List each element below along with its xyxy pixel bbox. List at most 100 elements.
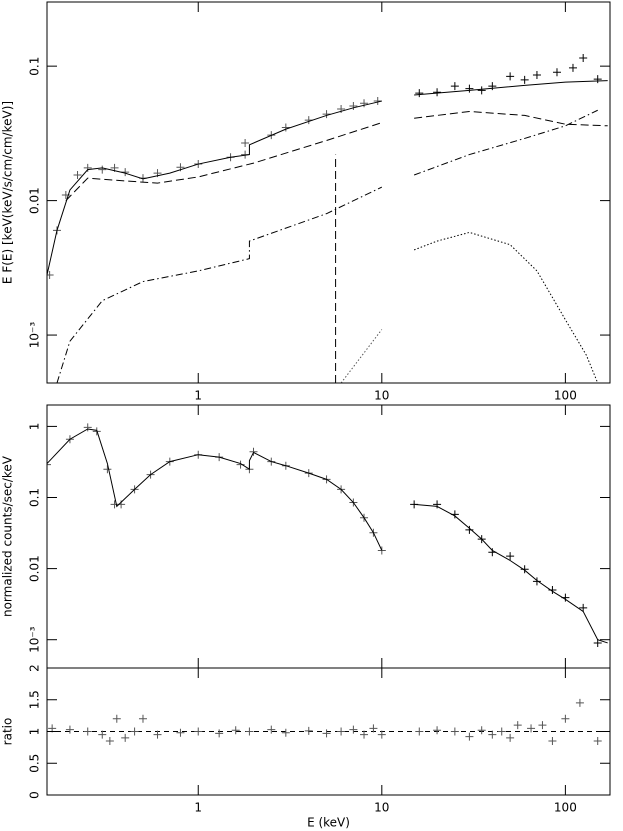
data-point <box>465 84 474 93</box>
y-tick-label: 0.01 <box>28 555 42 582</box>
data-point <box>48 724 57 733</box>
data-point <box>465 525 474 534</box>
data-point <box>506 72 515 81</box>
model-line <box>65 110 608 201</box>
data-point <box>477 86 486 95</box>
data-point <box>506 733 515 742</box>
y-axis-label: E F(E) [keV(keV/s/cm/cm/keV)] <box>1 101 15 284</box>
y-axis-label: normalized counts/sec/keV <box>1 455 15 617</box>
data-point <box>520 75 529 84</box>
data-point <box>593 638 602 647</box>
data-point <box>65 725 74 734</box>
model-line <box>413 231 599 383</box>
data-point <box>568 63 577 72</box>
data-point <box>47 460 51 469</box>
data-point <box>488 730 497 739</box>
data-point <box>593 737 602 746</box>
y-tick-label: 10⁻³ <box>28 626 42 653</box>
data-point <box>322 729 331 738</box>
data-point <box>281 728 290 737</box>
plot-area <box>47 698 610 746</box>
data-point <box>231 726 240 735</box>
plot-area <box>47 423 608 647</box>
data-point <box>98 730 107 739</box>
data-point <box>538 721 547 730</box>
data-point <box>241 139 250 148</box>
data-point <box>349 102 358 111</box>
data-point <box>369 724 378 733</box>
data-point <box>360 99 369 108</box>
y-axis-label: ratio <box>1 718 15 746</box>
data-point <box>532 577 541 586</box>
y-tick-label: 10⁻³ <box>28 322 42 349</box>
x-tick-label: 1 <box>194 389 202 403</box>
data-point <box>450 82 459 91</box>
data-point <box>121 733 130 742</box>
data-point <box>548 737 557 746</box>
data-point <box>304 726 313 735</box>
model-line <box>56 109 598 383</box>
data-point <box>552 68 561 77</box>
y-tick-label: 2 <box>28 664 42 672</box>
data-point <box>103 465 112 474</box>
y-tick-label: 1 <box>28 728 42 736</box>
data-point <box>450 727 459 736</box>
data-point <box>593 75 602 84</box>
y-tick-label: 1.5 <box>28 690 42 709</box>
data-point <box>415 89 424 98</box>
data-point <box>281 123 290 132</box>
data-point <box>130 727 139 736</box>
y-tick-label: 0.5 <box>28 754 42 773</box>
data-point <box>138 714 147 723</box>
data-point <box>105 737 114 746</box>
x-tick-label: 100 <box>554 801 577 815</box>
x-axis-label: E (keV) <box>307 816 350 830</box>
data-point <box>360 730 369 739</box>
data-point <box>377 730 386 739</box>
data-point <box>520 565 529 574</box>
data-point <box>83 423 92 432</box>
data-point <box>433 726 442 735</box>
plot-frame <box>46 404 611 669</box>
x-tick-label: 100 <box>554 389 577 403</box>
data-point <box>215 729 224 738</box>
data-point <box>579 603 588 612</box>
data-point <box>73 171 82 180</box>
x-tick-label: 10 <box>374 801 389 815</box>
y-tick-label: 0 <box>28 791 42 799</box>
x-tick-label: 1 <box>194 801 202 815</box>
model-line <box>47 80 608 276</box>
y-tick-label: 0.1 <box>28 57 42 76</box>
data-point <box>349 725 358 734</box>
y-tick-label: 0.1 <box>28 488 42 507</box>
data-point <box>579 53 588 62</box>
data-point <box>488 82 497 91</box>
data-point <box>497 727 506 736</box>
data-point <box>47 270 54 279</box>
data-point <box>249 447 258 456</box>
y-tick-label: 0.01 <box>28 187 42 214</box>
data-point <box>575 698 584 707</box>
data-point <box>83 727 92 736</box>
data-point <box>98 165 107 174</box>
data-point <box>477 726 486 735</box>
data-point <box>236 460 245 469</box>
data-point <box>176 728 185 737</box>
data-point <box>513 721 522 730</box>
data-point <box>532 70 541 79</box>
data-point <box>267 725 276 734</box>
data-point <box>561 714 570 723</box>
data-point <box>527 724 536 733</box>
data-point <box>433 500 442 509</box>
plot-area <box>47 53 608 383</box>
data-point <box>415 727 424 736</box>
data-point <box>112 714 121 723</box>
data-point <box>433 88 442 97</box>
data-point <box>83 163 92 172</box>
data-point <box>153 730 162 739</box>
model-line <box>47 428 608 644</box>
data-point <box>465 732 474 741</box>
model-line <box>340 329 383 383</box>
data-point <box>506 552 515 561</box>
